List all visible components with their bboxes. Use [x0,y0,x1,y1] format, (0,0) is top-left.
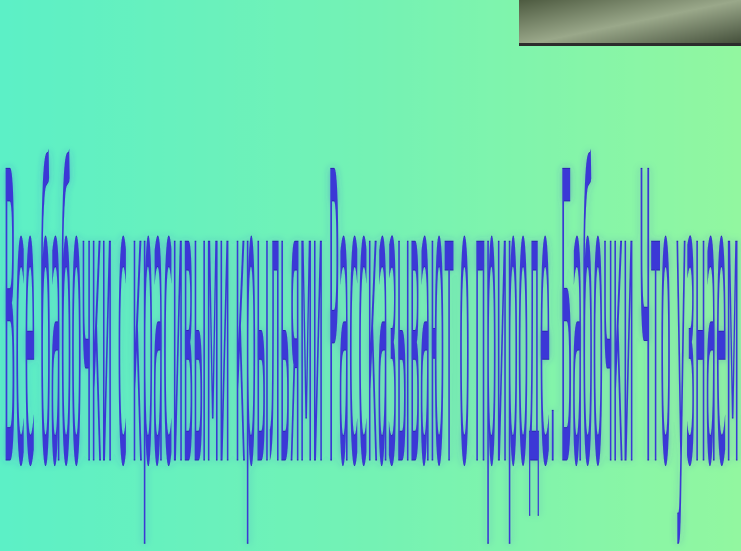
slide-text: Все бабочки с красивыми крыльями Рассказ… [4,90,739,551]
photo-border [519,43,741,46]
photo [519,0,741,46]
